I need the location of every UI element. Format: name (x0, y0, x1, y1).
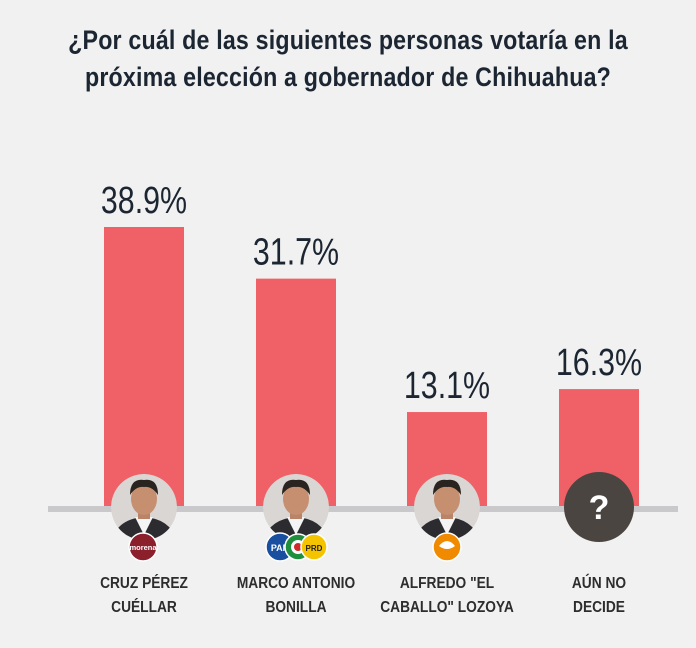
party-logo-text: morena (129, 543, 157, 552)
title-line-1: ¿Por cuál de las siguientes personas vot… (68, 25, 628, 55)
question-mark: ? (589, 489, 610, 527)
morena-logo (128, 532, 158, 562)
party-logo-text: PAN (271, 543, 289, 553)
candidate-label: BONILLA (265, 598, 326, 616)
prd-logo (300, 533, 328, 561)
question-avatar (564, 472, 634, 542)
candidate-label: CABALLO" LOZOYA (380, 598, 514, 616)
candidate-photo (263, 474, 329, 540)
chart-title: ¿Por cuál de las siguientes personas vot… (49, 22, 648, 96)
candidate-label: ALFREDO "EL (400, 574, 494, 592)
baseline (48, 506, 678, 512)
value-label: 38.9% (101, 180, 187, 222)
bar (104, 227, 184, 506)
eagle-icon (439, 541, 455, 549)
title-line-2: próxima elección a gobernador de Chihuah… (84, 62, 612, 92)
bar (256, 278, 336, 506)
candidate-label: CRUZ PÉREZ (100, 574, 188, 592)
party-logo-text: PRD (306, 544, 323, 553)
pri-logo-dot (294, 543, 302, 551)
candidate-label: DECIDE (573, 598, 625, 616)
candidate-label: AÚN NO (572, 573, 626, 592)
value-label: 13.1% (404, 365, 490, 407)
candidate-label: MARCO ANTONIO (237, 574, 355, 592)
value-label: 31.7% (253, 232, 339, 274)
candidate-label: CUÉLLAR (111, 598, 177, 616)
value-label: 16.3% (556, 342, 642, 384)
